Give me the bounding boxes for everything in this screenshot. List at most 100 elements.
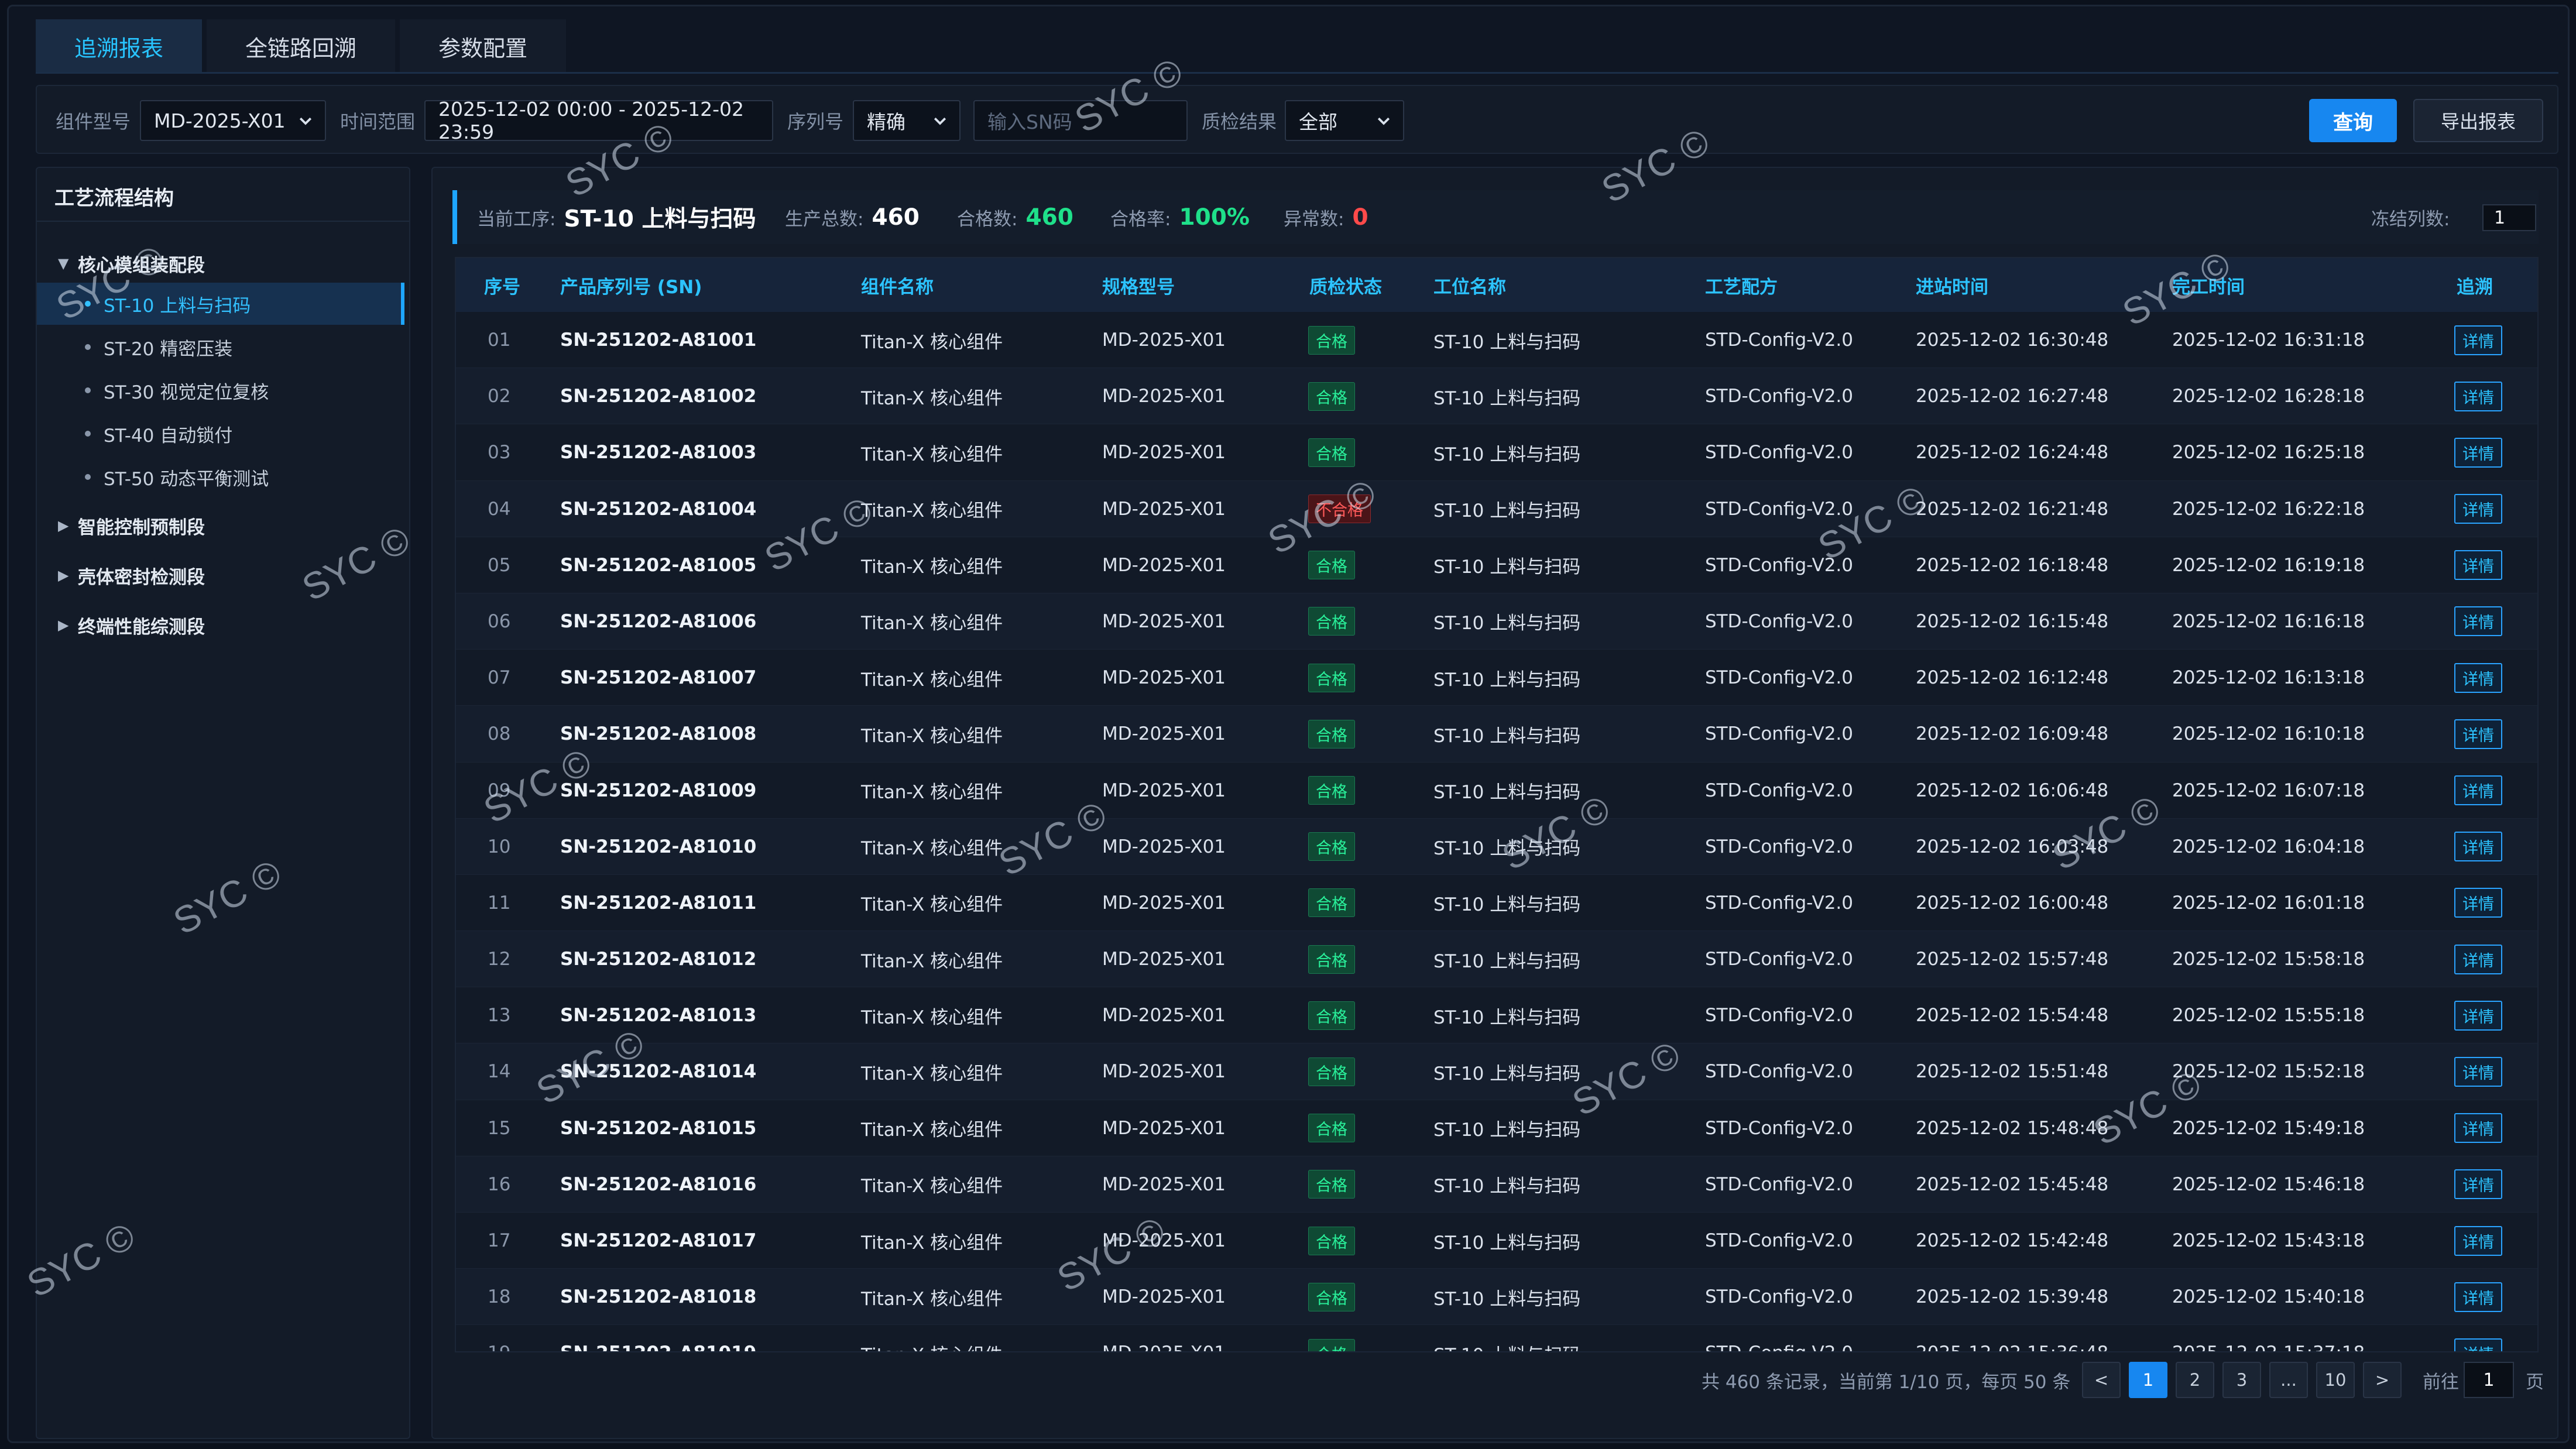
detail-button[interactable]: 详情 <box>2454 1282 2502 1312</box>
table-row[interactable]: 11 SN-251202-A81011 Titan-X 核心组件 MD-2025-X0… <box>456 874 2537 932</box>
detail-button[interactable]: 详情 <box>2454 832 2502 862</box>
caret-right-icon: ▶ <box>58 517 69 534</box>
detail-button[interactable]: 详情 <box>2454 1000 2502 1031</box>
tab-divider <box>36 72 2558 74</box>
table-row[interactable]: 08 SN-251202-A81008 Titan-X 核心组件 MD-2025-X0… <box>456 706 2537 763</box>
model-label: 组件型号 <box>56 111 131 133</box>
page-button-1[interactable]: 1 <box>2129 1362 2167 1398</box>
sn-mode-select[interactable]: 精确 <box>853 100 961 141</box>
tree-item-st40[interactable]: ST-40 自动锁付 <box>37 413 404 455</box>
cell-recipe: STD-Config-V2.0 <box>1705 892 1854 914</box>
cell-status: 不合格 <box>1308 481 1371 537</box>
table-row[interactable]: 13 SN-251202-A81013 Titan-X 核心组件 MD-2025-X0… <box>456 987 2537 1044</box>
col-sn[interactable]: 产品序列号 (SN) <box>560 276 702 298</box>
detail-button[interactable]: 详情 <box>2454 381 2502 411</box>
export-report-button[interactable]: 导出报表 <box>2413 99 2543 142</box>
stat-label: 异常数: <box>1284 208 1344 230</box>
next-page-button[interactable]: > <box>2363 1362 2402 1398</box>
goto-suffix: 页 <box>2526 1371 2544 1393</box>
table-row[interactable]: 19 SN-251202-A81019 Titan-X 核心组件 MD-2025-X0… <box>456 1325 2537 1351</box>
tab-parameter-config[interactable]: 参数配置 <box>400 19 567 73</box>
status-badge: 合格 <box>1308 382 1355 411</box>
table-row[interactable]: 04 SN-251202-A81004 Titan-X 核心组件 MD-2025-X0… <box>456 480 2537 537</box>
cell-status: 合格 <box>1308 987 1355 1043</box>
col-trace[interactable]: 追溯 <box>2457 276 2493 298</box>
cell-in-time: 2025-12-02 16:06:48 <box>1916 780 2109 801</box>
cell-out-time: 2025-12-02 16:22:18 <box>2172 498 2365 520</box>
sn-search-input[interactable]: 输入SN码 <box>973 100 1188 141</box>
status-badge: 合格 <box>1308 1170 1355 1199</box>
detail-button[interactable]: 详情 <box>2454 662 2502 693</box>
tree-group-housing-seal[interactable]: ▶ 壳体密封检测段 <box>58 561 205 590</box>
table-row[interactable]: 12 SN-251202-A81012 Titan-X 核心组件 MD-2025-X0… <box>456 931 2537 988</box>
tree-item-label: ST-30 视觉定位复核 <box>104 382 269 403</box>
tab-full-chain-trace[interactable]: 全链路回溯 <box>207 19 396 73</box>
tab-trace-report[interactable]: 追溯报表 <box>36 19 203 73</box>
table-row[interactable]: 15 SN-251202-A81015 Titan-X 核心组件 MD-2025-X0… <box>456 1100 2537 1156</box>
table-row[interactable]: 01 SN-251202-A81001 Titan-X 核心组件 MD-2025-X0… <box>456 312 2537 369</box>
cell-index: 15 <box>488 1117 511 1139</box>
tree-group-core-module[interactable]: ▼ 核心模组装配段 <box>58 249 205 278</box>
col-out-time[interactable]: 完工时间 <box>2172 276 2245 298</box>
table-row[interactable]: 10 SN-251202-A81010 Titan-X 核心组件 MD-2025-X0… <box>456 818 2537 875</box>
freeze-columns-input[interactable]: 1 <box>2482 204 2536 231</box>
page-button-2[interactable]: 2 <box>2176 1362 2214 1398</box>
cell-spec: MD-2025-X01 <box>1102 610 1226 632</box>
detail-button[interactable]: 详情 <box>2454 719 2502 749</box>
col-index[interactable]: 序号 <box>484 276 520 298</box>
table-row[interactable]: 18 SN-251202-A81018 Titan-X 核心组件 MD-2025-X0… <box>456 1269 2537 1326</box>
table-row[interactable]: 07 SN-251202-A81007 Titan-X 核心组件 MD-2025-X0… <box>456 650 2537 706</box>
col-status[interactable]: 质检状态 <box>1309 276 1382 298</box>
cell-trace: 详情 <box>2454 931 2502 987</box>
detail-button[interactable]: 详情 <box>2454 1225 2502 1256</box>
col-in-time[interactable]: 进站时间 <box>1916 276 1988 298</box>
col-recipe[interactable]: 工艺配方 <box>1705 276 1778 298</box>
query-button[interactable]: 查询 <box>2309 99 2397 142</box>
bullet-icon <box>85 431 91 437</box>
detail-button[interactable]: 详情 <box>2454 1169 2502 1200</box>
detail-button[interactable]: 详情 <box>2454 944 2502 974</box>
tree-group-smart-control[interactable]: ▶ 智能控制预制段 <box>58 511 205 540</box>
tree-group-terminal-test[interactable]: ▶ 终端性能综测段 <box>58 610 205 640</box>
detail-button[interactable]: 详情 <box>2454 888 2502 918</box>
page-button-10[interactable]: 10 <box>2316 1362 2355 1398</box>
model-select[interactable]: MD-2025-X01 <box>140 100 326 141</box>
goto-label: 前往 <box>2423 1371 2459 1393</box>
table-row[interactable]: 14 SN-251202-A81014 Titan-X 核心组件 MD-2025-X0… <box>456 1043 2537 1100</box>
detail-button[interactable]: 详情 <box>2454 1056 2502 1087</box>
col-name[interactable]: 组件名称 <box>861 276 934 298</box>
detail-button[interactable]: 详情 <box>2454 494 2502 524</box>
tree-item-st20[interactable]: ST-20 精密压装 <box>37 326 404 368</box>
table-row[interactable]: 05 SN-251202-A81005 Titan-X 核心组件 MD-2025-X0… <box>456 537 2537 593</box>
detail-button[interactable]: 详情 <box>2454 606 2502 637</box>
detail-button[interactable]: 详情 <box>2454 437 2502 468</box>
time-range-input[interactable]: 2025-12-02 00:00 - 2025-12-02 23:59 <box>424 98 773 143</box>
detail-button[interactable]: 详情 <box>2454 325 2502 355</box>
goto-page-input[interactable]: 1 <box>2464 1362 2514 1398</box>
bullet-icon <box>85 301 91 307</box>
detail-button[interactable]: 详情 <box>2454 1338 2502 1351</box>
page-ellipsis[interactable]: ... <box>2269 1362 2308 1398</box>
table-row[interactable]: 03 SN-251202-A81003 Titan-X 核心组件 MD-2025-X0… <box>456 424 2537 481</box>
tree-item-st50[interactable]: ST-50 动态平衡测试 <box>37 456 404 498</box>
prev-page-button[interactable]: < <box>2082 1362 2121 1398</box>
cell-name: Titan-X 核心组件 <box>861 500 1003 522</box>
result-select[interactable]: 全部 <box>1285 100 1404 141</box>
detail-button[interactable]: 详情 <box>2454 1113 2502 1144</box>
page-button-3[interactable]: 3 <box>2222 1362 2261 1398</box>
cell-station: ST-10 上料与扫码 <box>1433 1063 1581 1084</box>
detail-button[interactable]: 详情 <box>2454 775 2502 805</box>
cell-station: ST-10 上料与扫码 <box>1433 1120 1581 1141</box>
table-row[interactable]: 09 SN-251202-A81009 Titan-X 核心组件 MD-2025-X0… <box>456 762 2537 819</box>
cell-status: 合格 <box>1308 763 1355 819</box>
col-station[interactable]: 工位名称 <box>1433 276 1506 298</box>
table-row[interactable]: 17 SN-251202-A81017 Titan-X 核心组件 MD-2025-X0… <box>456 1213 2537 1269</box>
cell-name: Titan-X 核心组件 <box>861 444 1003 465</box>
table-row[interactable]: 02 SN-251202-A81002 Titan-X 核心组件 MD-2025-X0… <box>456 368 2537 425</box>
table-row[interactable]: 16 SN-251202-A81016 Titan-X 核心组件 MD-2025-X0… <box>456 1156 2537 1213</box>
tree-item-st30[interactable]: ST-30 视觉定位复核 <box>37 369 404 411</box>
table-row[interactable]: 06 SN-251202-A81006 Titan-X 核心组件 MD-2025-X0… <box>456 593 2537 650</box>
col-spec[interactable]: 规格型号 <box>1102 276 1175 298</box>
detail-button[interactable]: 详情 <box>2454 550 2502 581</box>
tree-item-st10[interactable]: ST-10 上料与扫码 <box>37 283 404 325</box>
